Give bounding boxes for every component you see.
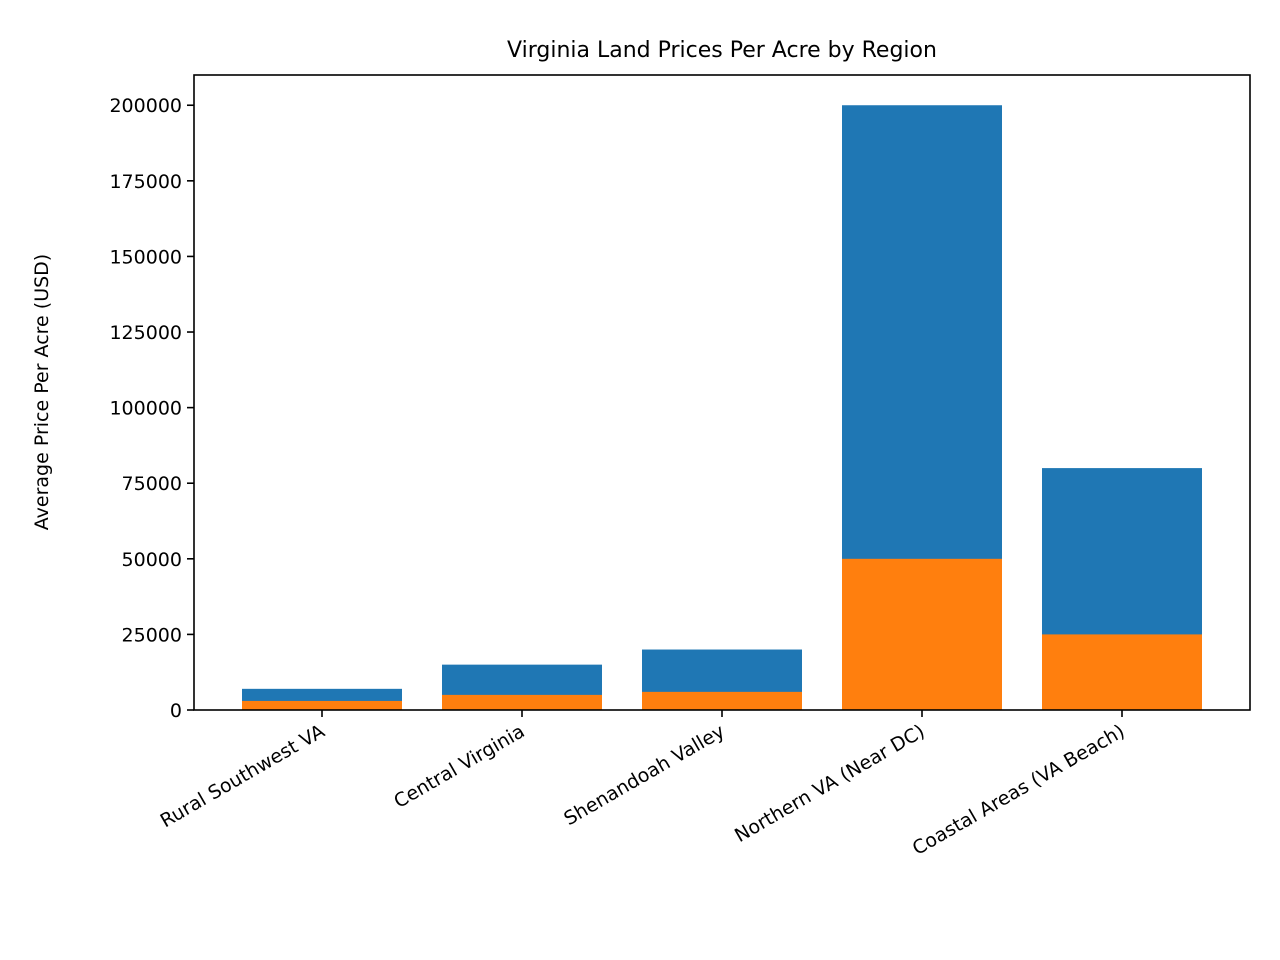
chart-title: Virginia Land Prices Per Acre by Region [507, 38, 937, 63]
bar-series1-4 [1042, 634, 1202, 710]
x-tick-label: Shenandoah Valley [560, 720, 728, 830]
bar-series1-3 [842, 558, 1002, 710]
bar-series1-1 [442, 694, 602, 710]
x-tick-label: Northern VA (Near DC) [731, 720, 928, 847]
x-tick-label: Coastal Areas (VA Beach) [909, 720, 1129, 860]
y-tick-label: 125000 [109, 322, 182, 344]
y-tick-label: 25000 [122, 624, 182, 646]
bar-series1-2 [642, 691, 802, 710]
y-tick-label: 175000 [109, 171, 182, 193]
y-tick-label: 200000 [109, 95, 182, 117]
plot-frame [193, 74, 1251, 711]
y-tick-label: 150000 [109, 246, 182, 268]
bar-series1-0 [242, 700, 402, 710]
y-axis-label: Average Price Per Acre (USD) [31, 254, 53, 530]
y-tick-label: 75000 [122, 473, 182, 495]
x-tick-label: Central Virginia [390, 720, 528, 812]
y-tick-label: 50000 [122, 549, 182, 571]
y-tick-label: 0 [170, 700, 182, 722]
y-tick-label: 100000 [109, 398, 182, 420]
x-tick-label: Rural Southwest VA [157, 720, 329, 832]
